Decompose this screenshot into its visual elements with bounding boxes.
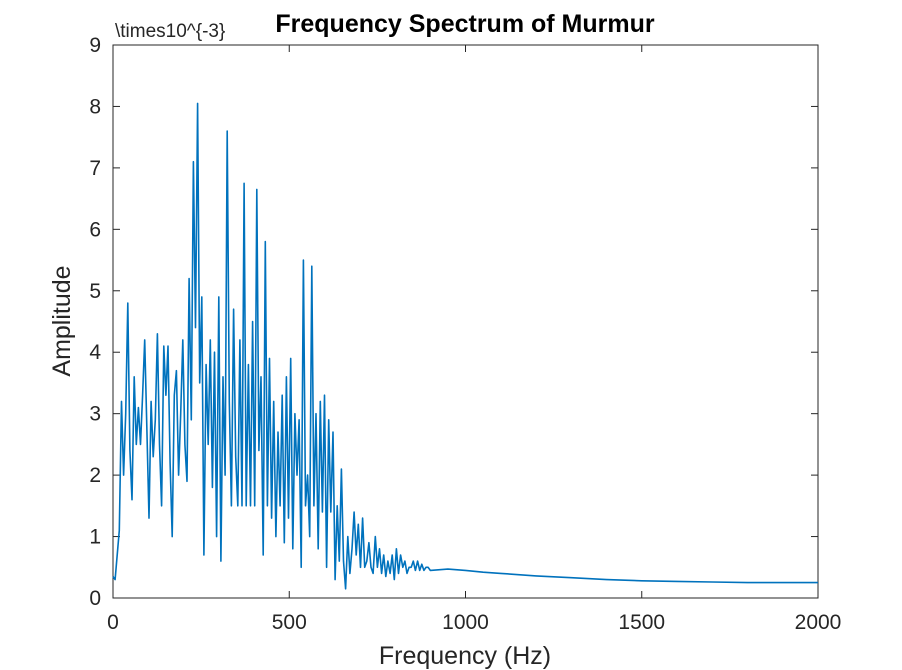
x-ticks: 0 500 1000 1500 2000 xyxy=(107,45,841,634)
y-tick-label: 4 xyxy=(89,341,101,364)
y-tick-label: 8 xyxy=(89,95,101,118)
x-tick-label: 1000 xyxy=(442,611,489,634)
x-tick-label: 500 xyxy=(272,611,307,634)
y-ticks: 0 1 2 3 4 5 6 7 8 9 xyxy=(89,34,818,610)
y-tick-label: 6 xyxy=(89,218,101,241)
plot-area xyxy=(112,44,819,599)
y-axis-label: Amplitude xyxy=(48,265,76,376)
x-axis-label: Frequency (Hz) xyxy=(379,642,551,670)
y-tick-label: 0 xyxy=(89,587,101,610)
exponent-label: \times10^{-3} xyxy=(115,21,225,42)
x-tick-label: 0 xyxy=(107,611,119,634)
y-tick-label: 5 xyxy=(89,280,101,303)
y-tick-label: 9 xyxy=(89,34,101,57)
spectrum-line xyxy=(112,102,818,590)
y-tick-label: 2 xyxy=(89,464,101,487)
x-tick-label: 1500 xyxy=(618,611,665,634)
x-tick-label: 2000 xyxy=(795,611,842,634)
y-tick-label: 1 xyxy=(89,526,101,549)
chart-title: Frequency Spectrum of Murmur xyxy=(275,10,654,38)
y-tick-label: 3 xyxy=(89,403,101,426)
y-tick-label: 7 xyxy=(89,157,101,180)
